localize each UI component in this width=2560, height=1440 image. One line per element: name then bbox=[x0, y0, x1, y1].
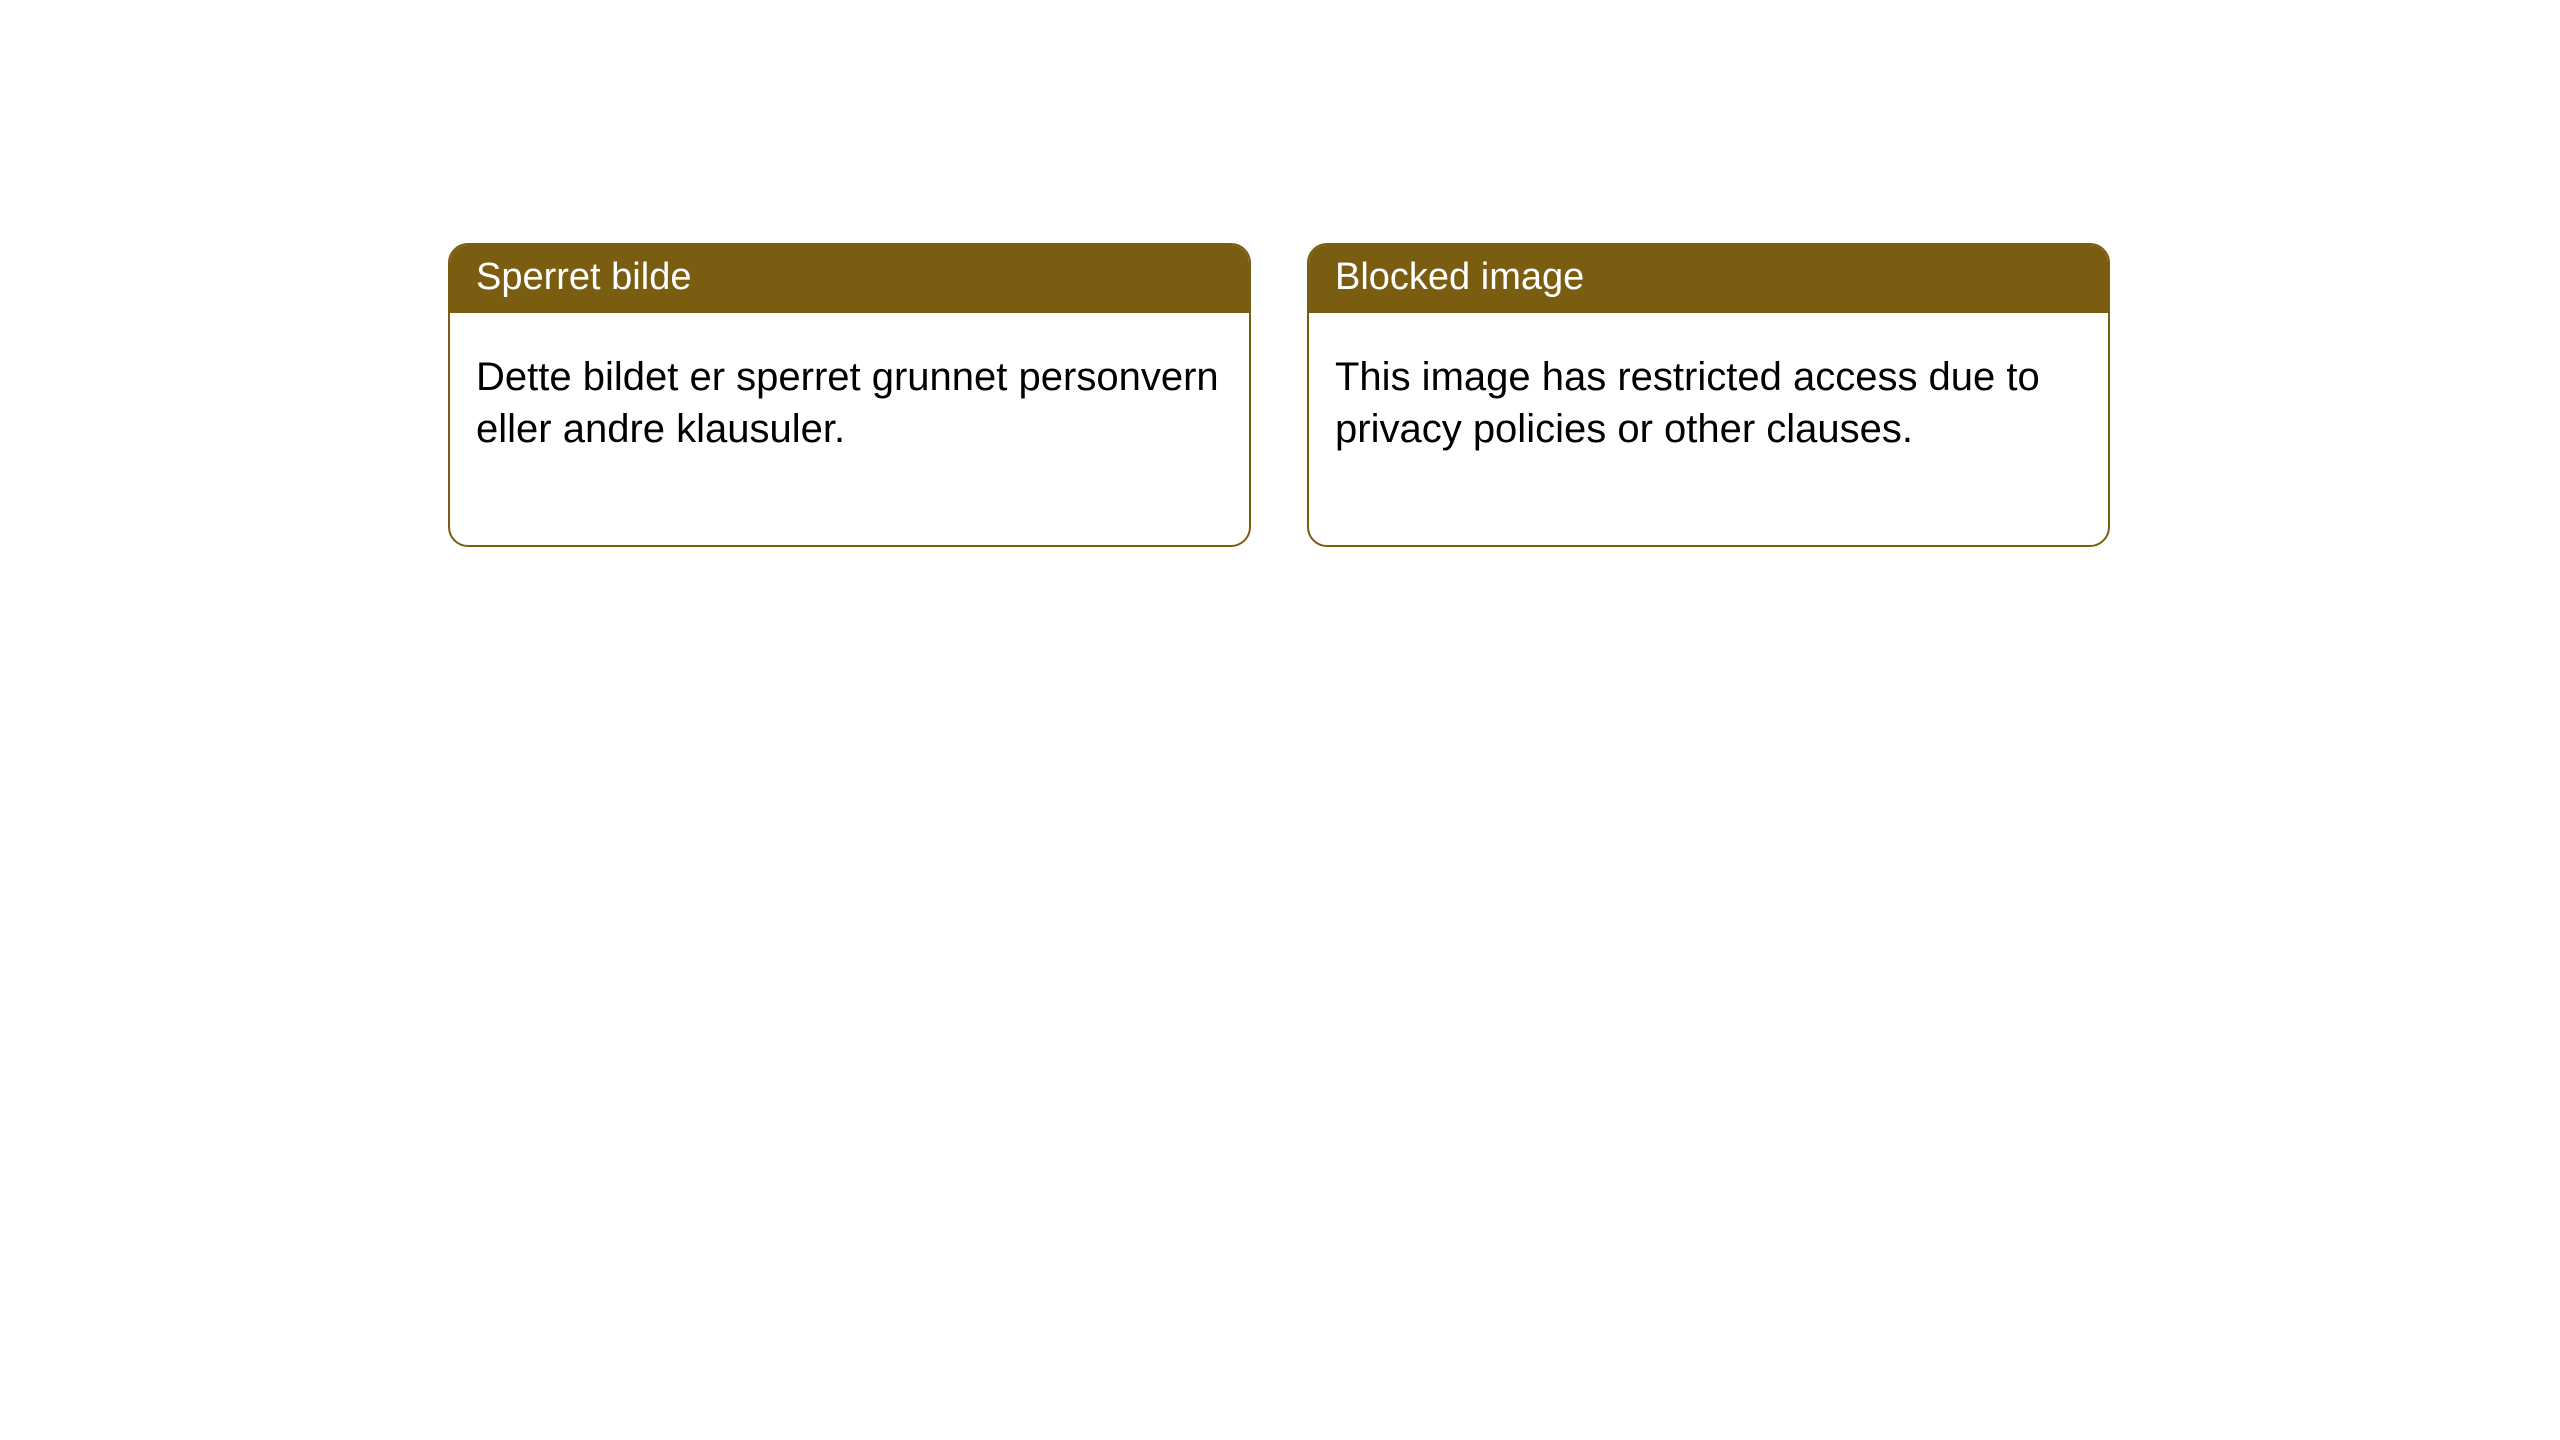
notice-container: Sperret bilde Dette bildet er sperret gr… bbox=[0, 0, 2560, 547]
notice-title: Blocked image bbox=[1335, 256, 1584, 298]
notice-card-header: Blocked image bbox=[1309, 245, 2108, 313]
notice-message: Dette bildet er sperret grunnet personve… bbox=[476, 355, 1219, 451]
notice-card-body: This image has restricted access due to … bbox=[1309, 313, 2108, 545]
notice-card-body: Dette bildet er sperret grunnet personve… bbox=[450, 313, 1249, 545]
notice-card-english: Blocked image This image has restricted … bbox=[1307, 243, 2110, 547]
notice-card-header: Sperret bilde bbox=[450, 245, 1249, 313]
notice-title: Sperret bilde bbox=[476, 256, 691, 298]
notice-message: This image has restricted access due to … bbox=[1335, 355, 2040, 451]
notice-card-norwegian: Sperret bilde Dette bildet er sperret gr… bbox=[448, 243, 1251, 547]
